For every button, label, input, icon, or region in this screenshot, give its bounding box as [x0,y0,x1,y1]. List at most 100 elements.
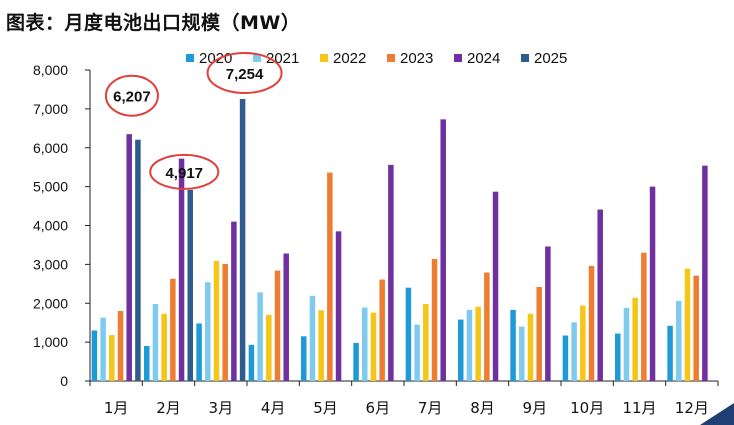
x-tick-label: 7月 [418,399,443,417]
bar-2022-6 [370,312,377,381]
legend-label-2020: 2020 [199,50,232,67]
chart-title: 图表：月度电池出口规模（MW） [6,12,301,34]
bar-2021-7 [414,324,420,381]
bar-2023-11 [641,252,647,381]
bar-2023-5 [327,172,333,381]
y-tick-label: 8,000 [33,62,68,78]
bar-2024-3 [231,221,237,381]
legend-label-2023: 2023 [400,50,433,67]
bar-2021-3 [205,282,211,381]
corner-decoration [700,403,734,425]
legend-swatch-2020 [186,54,194,62]
bar-2020-5 [301,336,307,381]
bar-2020-2 [144,346,150,381]
bar-2021-10 [571,322,577,381]
bar-2023-9 [536,286,542,381]
annotation-label: 4,917 [165,165,203,182]
y-tick-label: 2,000 [33,295,68,311]
bar-2024-1 [126,134,132,381]
y-tick-label: 0 [60,373,68,389]
bar-2023-3 [222,263,228,381]
y-axis: 0 1,000 2,000 3,000 4,000 5,000 6,000 7,000 8,00… [33,62,91,389]
bar-2024-7 [440,119,446,381]
y-tick-label: 6,000 [33,140,68,156]
bar-2023-1 [117,311,124,381]
legend-label-2024: 2024 [467,50,500,67]
legend-swatch-2024 [454,54,462,62]
x-axis: 1月 2月 3月 4月 5月 6月 7月 8月 9月 10月 11月 12月 [89,380,719,417]
bar-2022-7 [423,304,429,381]
bar-2024-2 [178,158,185,381]
bar-2022-5 [318,310,324,381]
y-tick-label: 7,000 [33,101,68,117]
legend-label-2022: 2022 [333,50,366,67]
bar-2021-1 [100,317,106,381]
bar-2022-12 [684,268,691,381]
x-tick-label: 5月 [313,399,338,417]
bar-2020-6 [353,342,359,381]
legend-swatch-2025 [521,54,529,62]
legend: 2020 2021 2022 2023 2024 2025 [186,50,567,67]
bar-2022-10 [580,305,586,381]
legend-label-2025: 2025 [534,50,567,67]
x-tick-label: 4月 [261,399,286,417]
bar-2023-8 [484,272,490,381]
bar-2023-2 [170,278,176,381]
bar-2024-8 [492,191,499,381]
bar-2021-5 [309,295,316,381]
bar-2020-9 [510,309,516,381]
bar-2025-2 [187,189,193,381]
bar-2021-6 [362,307,368,381]
bar-2020-11 [615,333,621,381]
bar-2024-4 [283,253,289,381]
bar-2020-10 [562,335,569,381]
bars-group [91,99,708,382]
bar-2022-11 [632,297,638,381]
bar-2023-4 [274,270,281,381]
legend-swatch-2022 [320,54,328,62]
bar-2020-12 [667,325,673,381]
legend-label-2021: 2021 [266,50,299,67]
annotations-group: 6,207 4,917 7,254 [104,52,283,190]
y-tick-label: 1,000 [33,334,68,350]
bar-2023-7 [431,258,438,381]
bar-2025-3 [239,99,246,382]
legend-swatch-2023 [387,54,395,62]
bar-2022-2 [161,313,167,381]
bar-2024-12 [702,165,708,381]
y-tick-label: 5,000 [33,179,68,195]
bar-2020-4 [248,344,255,381]
annotation-circle [206,52,283,95]
annotation-label: 7,254 [226,66,264,83]
bar-2020-8 [458,319,464,381]
bar-2022-4 [266,314,272,381]
bar-2021-4 [257,292,263,381]
bar-2023-12 [693,275,699,381]
bar-2020-1 [91,330,98,381]
y-tick-label: 3,000 [33,256,68,272]
bar-2024-5 [335,231,342,381]
x-tick-label: 2月 [156,399,181,417]
legend-swatch-2021 [253,54,261,62]
y-tick-label: 4,000 [33,218,68,234]
annotation-circle [149,153,220,190]
bar-2024-6 [388,164,394,381]
bar-2025-1 [135,139,141,381]
annotation-label: 6,207 [113,89,151,106]
x-tick-label: 11月 [622,399,656,417]
bar-2021-2 [152,304,159,381]
bar-2024-10 [597,209,603,381]
bar-2022-8 [475,306,481,381]
bar-2023-6 [379,279,385,381]
bar-2024-11 [649,186,656,381]
bar-2023-10 [588,265,595,381]
x-tick-label: 10月 [570,399,604,417]
x-tick-label: 1月 [104,399,129,417]
x-tick-label: 3月 [209,399,234,417]
bar-2021-9 [519,326,525,381]
annotation-circle [104,74,159,117]
bar-2020-3 [196,323,202,381]
x-tick-label: 9月 [523,399,548,417]
bar-2021-12 [676,300,682,381]
